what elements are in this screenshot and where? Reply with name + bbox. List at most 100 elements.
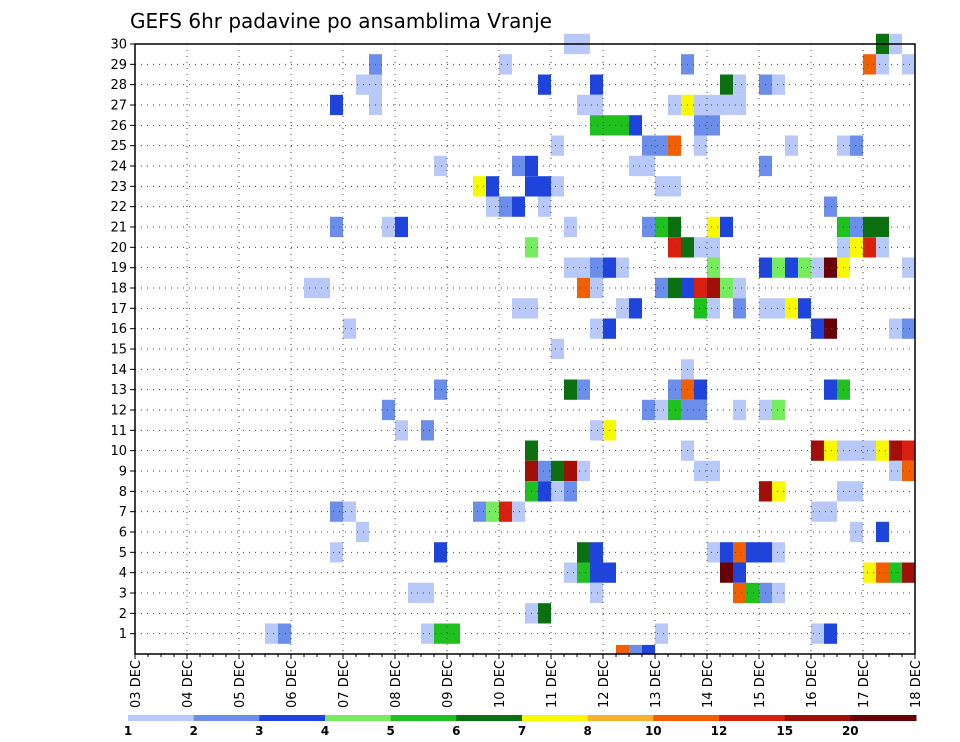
heatmap-cell — [330, 94, 343, 116]
heatmap-cell — [850, 521, 863, 543]
heatmap-cell — [720, 74, 733, 95]
legend-swatch — [456, 715, 523, 721]
heatmap-cell — [668, 94, 681, 116]
heatmap-cell — [629, 155, 642, 177]
heatmap-cell — [629, 115, 642, 136]
heatmap-cell — [694, 115, 707, 136]
y-tick-label: 12 — [110, 404, 127, 419]
heatmap-cell — [668, 216, 681, 238]
heatmap-cell — [642, 399, 655, 421]
heatmap-cell — [707, 237, 720, 258]
heatmap-cell — [720, 216, 733, 238]
heatmap-cell — [824, 379, 837, 400]
heatmap-cell — [707, 460, 720, 482]
heatmap-cell — [746, 582, 759, 604]
heatmap-cell — [850, 216, 863, 238]
heatmap-cell — [655, 623, 668, 644]
heatmap-cell — [850, 237, 863, 258]
heatmap-cell — [499, 54, 512, 75]
x-tick-label: 10 DEC — [493, 660, 508, 708]
y-tick-label: 8 — [119, 485, 127, 500]
heatmap-cell — [772, 257, 785, 278]
legend-swatch — [128, 715, 195, 721]
y-tick-label: 23 — [110, 180, 127, 195]
legend-swatch — [653, 715, 720, 721]
heatmap-cell — [577, 257, 590, 278]
heatmap-cell — [499, 196, 512, 217]
y-tick-label: 28 — [110, 78, 127, 93]
heatmap-cell — [590, 277, 603, 299]
heatmap-cell — [590, 318, 603, 339]
heatmap-cell — [512, 501, 525, 522]
x-tick-label: 06 DEC — [285, 660, 300, 708]
heatmap-cell — [564, 216, 577, 238]
heatmap-cell — [538, 603, 551, 624]
heatmap-cell — [590, 94, 603, 116]
heatmap-cell — [785, 135, 798, 156]
heatmap-cell — [538, 481, 551, 502]
heatmap-cell — [694, 277, 707, 299]
y-tick-label: 3 — [119, 587, 127, 602]
legend-label: 12 — [711, 724, 728, 738]
heatmap-cell — [733, 542, 746, 563]
x-axis: 03 DEC 04 DEC 05 DEC 06 DEC 07 DEC 08 DEC 09 D… — [129, 654, 924, 708]
heatmap-cell — [564, 481, 577, 502]
heatmap-cell — [577, 379, 590, 400]
heatmap-cell — [902, 562, 915, 583]
heatmap-cell — [642, 216, 655, 238]
y-tick-label: 24 — [110, 160, 127, 175]
heatmap-cell — [785, 257, 798, 278]
heatmap-cell — [421, 623, 434, 644]
y-axis: 1234567891011121314151617181920212223242… — [110, 38, 135, 642]
legend-label: 15 — [776, 724, 793, 738]
heatmap-cell — [421, 420, 434, 441]
heatmap-cell — [512, 196, 525, 217]
heatmap-cell — [317, 277, 330, 299]
heatmap-cell — [395, 216, 408, 238]
heatmap-cell — [720, 94, 733, 116]
y-tick-label: 13 — [110, 383, 127, 398]
heatmap-cell — [811, 257, 824, 278]
x-tick-label: 04 DEC — [181, 660, 196, 708]
heatmap-cell — [330, 501, 343, 522]
x-tick-label: 05 DEC — [233, 660, 248, 708]
heatmap-cell — [772, 298, 785, 319]
y-tick-label: 16 — [110, 322, 127, 337]
heatmap-cell — [707, 257, 720, 278]
heatmap-cell — [668, 277, 681, 299]
legend-swatch — [719, 715, 786, 721]
heatmap-cell — [863, 216, 876, 238]
heatmap-cell — [577, 542, 590, 563]
legend-swatch — [850, 715, 917, 721]
heatmap-cell — [876, 216, 889, 238]
heatmap-cell — [707, 216, 720, 238]
heatmap-cell — [590, 582, 603, 604]
heatmap-cell — [486, 501, 499, 522]
heatmap-cell — [668, 135, 681, 156]
heatmap-cell — [590, 562, 603, 583]
heatmap-cell — [421, 582, 434, 604]
heatmap-cell — [616, 257, 629, 278]
heatmap-cell — [746, 542, 759, 563]
heatmap-cell — [694, 237, 707, 258]
heatmap-cell — [434, 379, 447, 400]
heatmap-cell — [434, 155, 447, 177]
heatmap-cell — [772, 399, 785, 421]
heatmap-cell — [707, 298, 720, 319]
heatmap-cell — [304, 277, 317, 299]
heatmap-cell — [902, 257, 915, 278]
heatmap-cell — [564, 460, 577, 482]
heatmap-cell — [772, 481, 785, 502]
heatmap-cell — [694, 399, 707, 421]
heatmap-cell — [512, 298, 525, 319]
heatmap-cell — [642, 135, 655, 156]
x-tick-label: 14 DEC — [701, 660, 716, 708]
legend-label: 20 — [842, 724, 859, 738]
y-tick-label: 9 — [119, 465, 127, 480]
heatmap-cell — [356, 521, 369, 543]
heatmap-cell — [642, 155, 655, 177]
heatmap-cell — [538, 460, 551, 482]
heatmap-cell — [668, 399, 681, 421]
y-tick-label: 2 — [119, 607, 127, 622]
heatmap-cell — [876, 521, 889, 543]
